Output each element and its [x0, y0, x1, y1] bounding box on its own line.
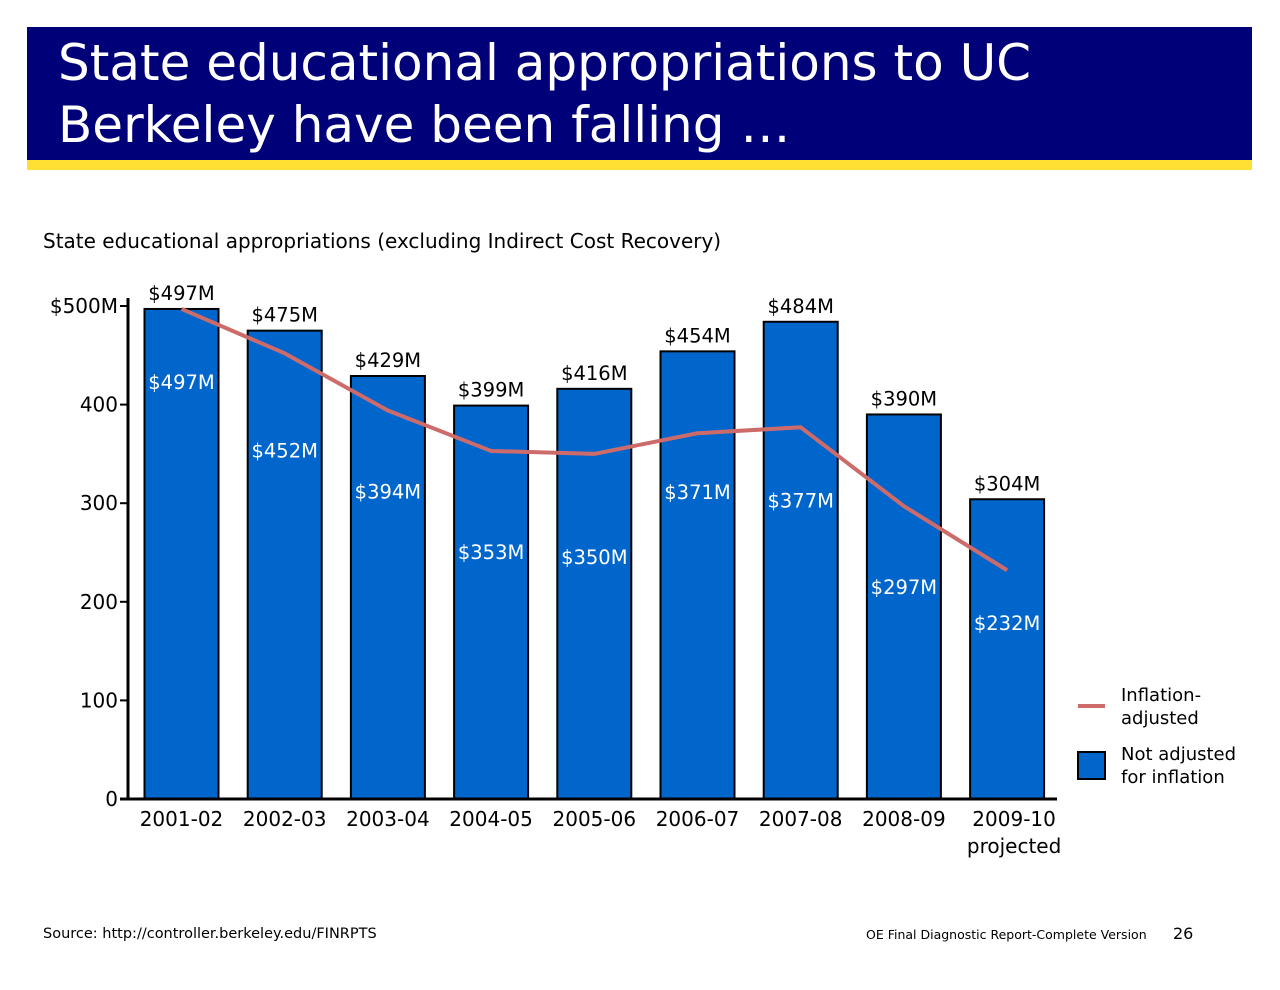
inflation-value-label: $353M: [458, 541, 524, 564]
legend-label-not-adjusted: Not adjusted: [1121, 744, 1236, 765]
inflation-value-label: $350M: [561, 546, 627, 569]
footer-report-name: OE Final Diagnostic Report-Complete Vers…: [866, 927, 1147, 942]
x-category-label: 2001-02: [140, 807, 224, 831]
bar-value-label: $390M: [871, 387, 937, 410]
inflation-value-label: $497M: [148, 371, 214, 394]
y-tick-label: 300: [80, 491, 118, 515]
x-category-label: projected: [967, 834, 1061, 858]
y-tick-label: $500M: [50, 294, 118, 318]
x-category-label: 2003-04: [346, 807, 430, 831]
x-category-label: 2005-06: [553, 807, 637, 831]
bar-2005-06: [556, 387, 633, 800]
bar-2001-02: [143, 307, 220, 800]
legend-label-inflation-adjusted: Inflation-: [1121, 685, 1201, 706]
inflation-value-label: $371M: [664, 481, 730, 504]
data-labels-layer: $497M $475M $429M $399M $416M $454M $484M $390M…: [148, 282, 1040, 635]
bar-value-label: $497M: [148, 282, 214, 305]
source-note: Source: http://controller.berkeley.edu/F…: [43, 926, 377, 942]
bar-value-label: $399M: [458, 379, 524, 402]
bar-2006-07: [659, 350, 736, 800]
bar-2003-04: [349, 375, 426, 800]
bar-2009-10: [969, 498, 1046, 800]
title-rule: [27, 160, 1252, 170]
y-tick-label: 400: [80, 393, 118, 417]
bar-value-label: $416M: [561, 362, 627, 385]
inflation-value-label: $297M: [871, 576, 937, 599]
bar-value-label: $429M: [355, 349, 421, 372]
inflation-adjusted-line: [180, 307, 1009, 572]
bar-value-label: $304M: [974, 472, 1040, 495]
bar-value-label: $454M: [664, 324, 730, 347]
axes-layer: 0 100 200 300 400 $500M 2001-02 2002-03 2003-04 2…: [50, 294, 1061, 858]
legend-label-not-adjusted: for inflation: [1121, 767, 1225, 788]
x-category-label: 2004-05: [449, 807, 533, 831]
legend-label-inflation-adjusted: adjusted: [1121, 708, 1199, 729]
chart-title: State educational appropriations (exclud…: [43, 229, 722, 253]
bar-2004-05: [453, 404, 530, 800]
y-tick-label: 200: [80, 590, 118, 614]
inflation-value-label: $452M: [251, 439, 317, 462]
x-category-label: 2007-08: [759, 807, 843, 831]
title-band: [27, 27, 1252, 160]
bar-value-label: $484M: [767, 295, 833, 318]
inflation-value-label: $377M: [767, 489, 833, 512]
bar-2002-03: [246, 329, 323, 800]
bar-2007-08: [762, 320, 839, 800]
legend-bar-swatch: [1077, 751, 1106, 780]
x-category-label: 2008-09: [862, 807, 946, 831]
page-number: 26: [1173, 924, 1194, 943]
x-category-label: 2002-03: [243, 807, 327, 831]
inflation-value-label: $232M: [974, 612, 1040, 635]
y-tick-label: 100: [80, 688, 118, 712]
bar-2008-09: [865, 413, 942, 800]
inflation-line-layer: [180, 307, 1009, 572]
bar-value-label: $475M: [251, 304, 317, 327]
inflation-value-label: $394M: [355, 481, 421, 504]
bars-layer: [143, 307, 1046, 800]
x-category-label: 2009-10: [972, 807, 1056, 831]
y-tick-label: 0: [105, 787, 118, 811]
slide-title: State educational appropriations to UC B…: [58, 34, 1032, 154]
x-category-label: 2006-07: [656, 807, 740, 831]
